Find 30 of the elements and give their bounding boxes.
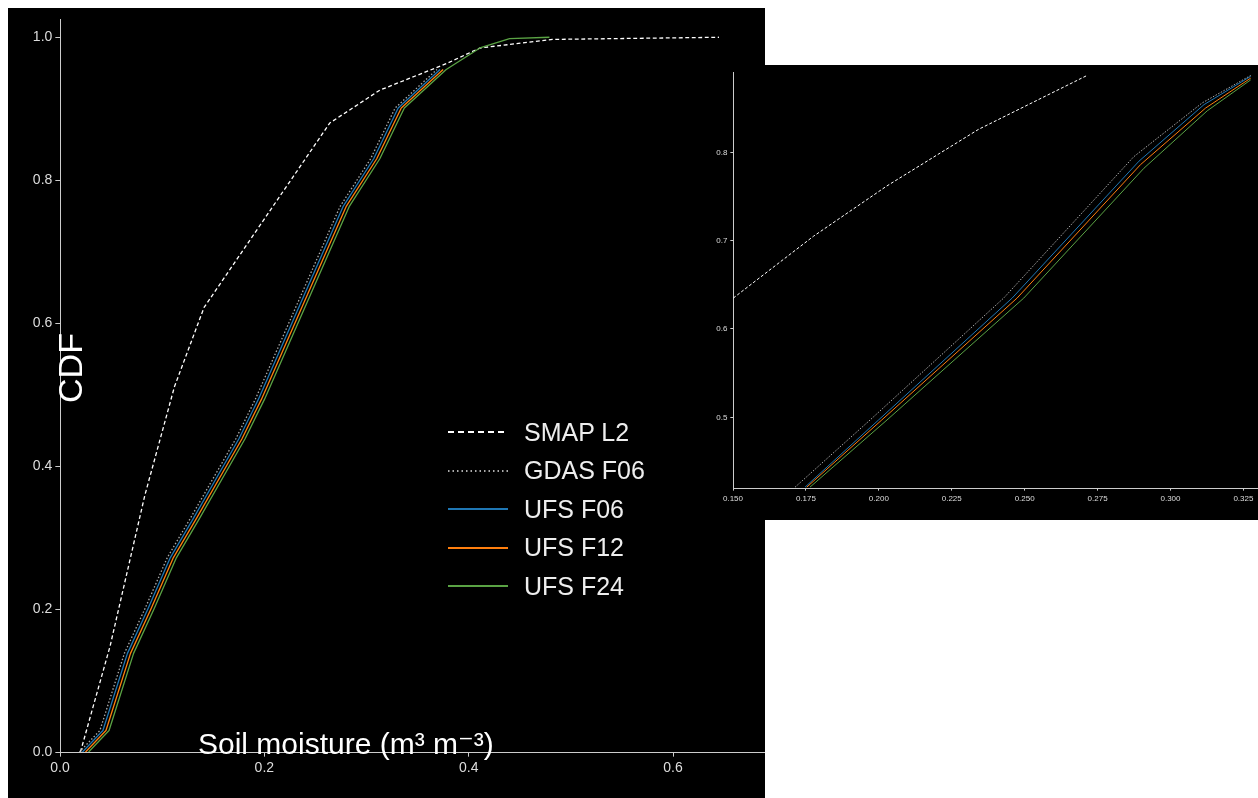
x-tick-label: 0.300 <box>1160 493 1182 503</box>
x-tick-label: 0.2 <box>254 758 275 775</box>
legend-label: UFS F06 <box>524 494 625 524</box>
y-tick-label: 1.0 <box>32 28 53 45</box>
y-tick-label: 0.5 <box>716 412 728 422</box>
y-tick-label: 0.6 <box>32 314 53 331</box>
legend-label: GDAS F06 <box>524 456 645 486</box>
line-series <box>733 74 1088 299</box>
x-tick-label: 0.325 <box>1233 493 1254 503</box>
y-tick-label: 0.7 <box>716 235 728 245</box>
legend-label: UFS F24 <box>524 571 625 601</box>
x-tick-label: 0.250 <box>1014 493 1036 503</box>
legend-label: SMAP L2 <box>524 417 630 447</box>
x-tick-label: 0.200 <box>868 493 890 503</box>
x-tick-label: 0.6 <box>663 758 683 775</box>
x-tick-label: 0.275 <box>1087 493 1109 503</box>
x-axis-title: Soil moisture (m³ m⁻³) <box>198 726 494 761</box>
y-axis-title: CDF <box>50 333 90 403</box>
legend-label: UFS F12 <box>524 533 625 563</box>
y-tick-label: 0.4 <box>32 456 53 473</box>
y-tick-label: 0.8 <box>716 147 728 157</box>
x-tick-label: 0.150 <box>722 493 744 503</box>
y-tick-label: 0.8 <box>32 171 53 188</box>
x-tick-label: 0.225 <box>941 493 963 503</box>
x-tick-label: 0.175 <box>795 493 817 503</box>
y-tick-label: 0.6 <box>716 324 728 334</box>
y-tick-label: 0.2 <box>32 599 53 616</box>
x-tick-label: 0.0 <box>50 758 70 775</box>
x-tick-label: 0.4 <box>458 758 479 775</box>
y-tick-label: 0.0 <box>32 742 53 759</box>
